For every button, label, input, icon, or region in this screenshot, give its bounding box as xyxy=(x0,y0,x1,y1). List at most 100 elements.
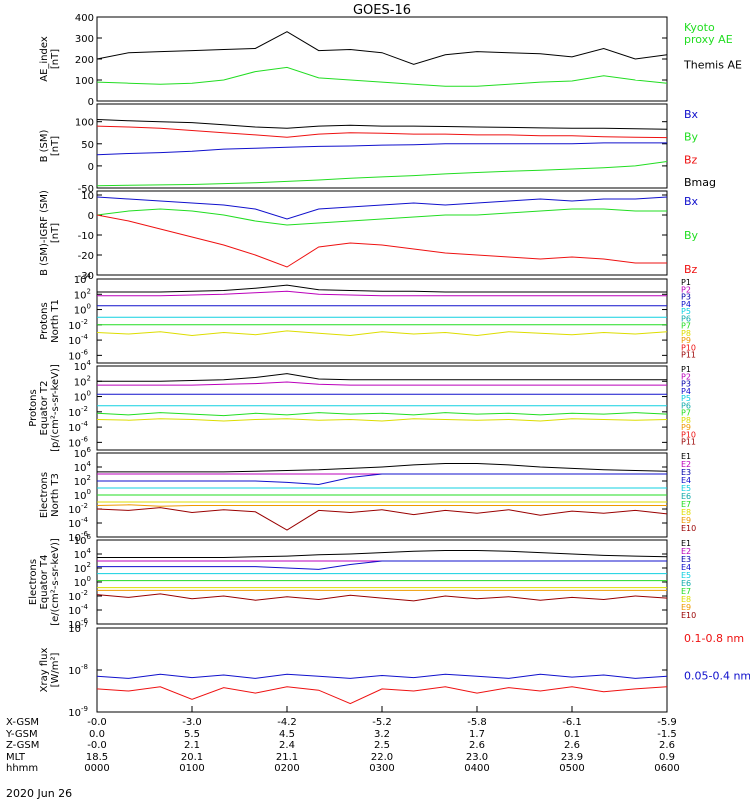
x-row-value: 5.5 xyxy=(184,729,200,740)
panel-8: 10-9 10-8 10-7 Xray flux [W/m²] 0.1-0.8 nm 0.0… xyxy=(39,621,750,719)
panel-frame xyxy=(96,190,668,276)
x-row-value: -5.2 xyxy=(372,717,392,728)
legend-entry: P5 xyxy=(681,394,691,403)
panel-frame xyxy=(96,627,668,713)
series-line-8 xyxy=(96,593,668,602)
legend-entry: E10 xyxy=(681,524,696,533)
x-row-value: -0.0 xyxy=(87,717,107,728)
x-row-label: hhmm xyxy=(6,763,38,774)
date-label: 2020 Jun 26 xyxy=(6,787,72,800)
x-row-value: -1.5 xyxy=(657,729,677,740)
x-row-value: 0300 xyxy=(369,763,394,774)
series-line-2 xyxy=(97,381,667,386)
panel-frame xyxy=(96,103,668,189)
series-line-1 xyxy=(96,196,668,220)
legend-entry: Bz xyxy=(684,153,698,166)
x-row-value: 0000 xyxy=(84,763,109,774)
x-row-value: 0400 xyxy=(464,763,489,774)
y-tick-label: 10-2 xyxy=(68,318,88,332)
y-tick-label: -20 xyxy=(78,251,94,262)
y-axis-label: [nT] xyxy=(50,49,61,69)
y-tick-label: -50 xyxy=(78,184,94,195)
y-axis-label: B (SM) xyxy=(39,129,50,162)
legend-entry: P1 xyxy=(681,278,691,287)
legend-entry: P10 xyxy=(681,343,696,352)
legend-entry: By xyxy=(684,229,699,242)
series-line-1 xyxy=(97,284,667,293)
legend-entry: E6 xyxy=(681,579,691,588)
y-tick-label: 106 xyxy=(74,533,92,547)
y-tick-label: 0 xyxy=(88,162,94,173)
legend-entry: P8 xyxy=(681,416,691,425)
series-line-1 xyxy=(96,119,668,130)
legend-entry: P2 xyxy=(681,285,691,294)
legend-entry: E4 xyxy=(681,476,691,485)
y-tick-label: 100 xyxy=(74,575,91,589)
legend-entry: P6 xyxy=(681,314,691,323)
legend-entry: P9 xyxy=(681,336,691,345)
y-tick-label: 102 xyxy=(74,287,91,301)
legend-entry: Themis AE xyxy=(683,58,742,71)
x-row-value: -5.8 xyxy=(467,717,487,728)
y-tick-label: 10-4 xyxy=(68,516,88,530)
panel-frame xyxy=(96,16,668,102)
y-axis-label: [nT] xyxy=(50,136,61,156)
y-tick-label: 300 xyxy=(75,34,94,45)
x-row-value: -5.9 xyxy=(657,717,677,728)
x-row-value: -3.0 xyxy=(182,717,202,728)
x-row-value: 21.1 xyxy=(276,752,298,763)
series-line-8 xyxy=(96,507,668,531)
y-axis-label: [p/(cm²-s-sr-keV)] xyxy=(50,364,61,452)
x-row-value: 2.4 xyxy=(279,740,295,751)
legend-entry: E5 xyxy=(681,571,691,580)
y-tick-label: 102 xyxy=(74,374,91,388)
x-row-value: 3.2 xyxy=(374,729,390,740)
x-row-value: 0600 xyxy=(654,763,679,774)
series-line-2 xyxy=(96,66,668,87)
series-line-2 xyxy=(97,290,667,297)
legend-entry: P4 xyxy=(681,387,691,396)
y-axis-label: Equator T2 xyxy=(39,381,50,436)
y-tick-label: 100 xyxy=(74,390,91,404)
series-line-3 xyxy=(96,214,667,268)
legend-entry: E7 xyxy=(681,587,691,596)
panel-frame xyxy=(96,278,668,364)
panel-3: -30 -20 -10 0 10 B (SM)-IGRF (SM) [nT] Bx By Bz xyxy=(39,190,699,282)
x-row-value: 1.7 xyxy=(469,729,485,740)
y-tick-label: 10 xyxy=(81,191,94,202)
y-tick-label: 102 xyxy=(74,474,91,488)
series-line-3 xyxy=(97,473,667,486)
x-row-value: 2.5 xyxy=(374,740,390,751)
legend-entry: P3 xyxy=(681,380,691,389)
y-tick-label: 0 xyxy=(88,97,94,108)
y-axis-label: North T3 xyxy=(50,473,61,517)
y-axis-label: Equator T4 xyxy=(39,555,50,610)
x-row-value: 2.6 xyxy=(659,740,675,751)
x-row-value: 23.9 xyxy=(561,752,583,763)
legend-entry: Bx xyxy=(684,195,699,208)
legend-entry: E7 xyxy=(681,500,691,509)
x-row-value: -6.1 xyxy=(562,717,582,728)
legend-entry: Bmag xyxy=(684,176,716,189)
series-line-7 xyxy=(96,504,667,507)
y-axis-label: Protons xyxy=(39,302,50,339)
panel-frame xyxy=(96,365,668,451)
x-row-value: -0.0 xyxy=(87,740,107,751)
x-row-label: X-GSM xyxy=(6,717,39,728)
y-tick-label: 400 xyxy=(75,13,94,24)
legend-entry: E3 xyxy=(681,468,691,477)
x-row-value: 18.5 xyxy=(86,752,108,763)
x-row-value: 0.9 xyxy=(659,752,675,763)
y-tick-label: -30 xyxy=(78,271,94,282)
series-line-1 xyxy=(96,31,668,65)
legend-entry: E5 xyxy=(681,484,691,493)
y-tick-label: 100 xyxy=(75,118,94,129)
legend-entry: P5 xyxy=(681,307,691,316)
x-row-label: MLT xyxy=(6,752,26,763)
x-row-value: 0200 xyxy=(274,763,299,774)
legend-entry: P6 xyxy=(681,401,691,410)
x-row-value: 22.0 xyxy=(371,752,393,763)
